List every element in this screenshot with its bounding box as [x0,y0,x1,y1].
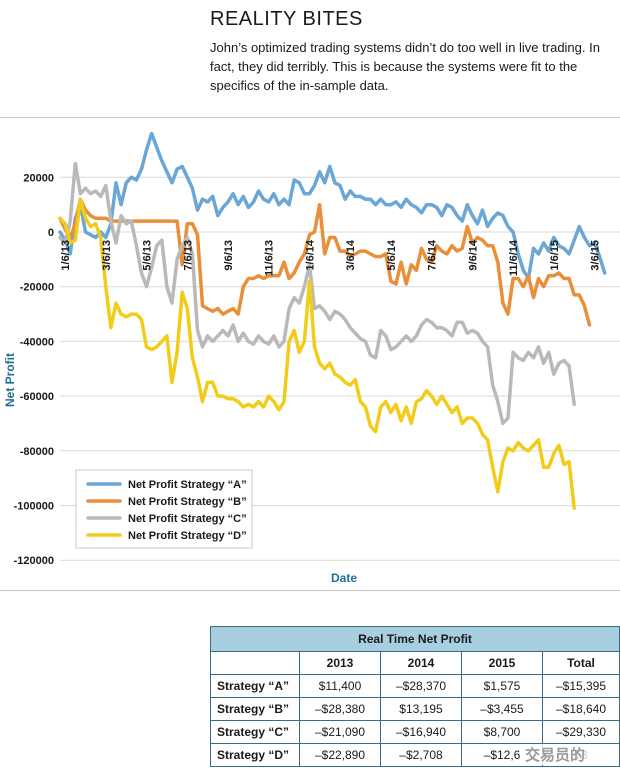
x-tick-label: 11/6/13 [264,240,276,276]
cell: –$15,395 [542,674,620,698]
x-tick-label: 5/6/13 [142,240,154,271]
table-row: Strategy “B” –$28,380 $13,195 –$3,455 –$… [210,697,620,721]
x-tick-label: 9/6/14 [467,239,479,270]
cell: –$3,455 [461,697,543,721]
net-profit-chart: 20000 0 -20000 -40000 -60000 -80000 -100000 -12… [3,131,620,585]
row-label: Strategy “B” [210,697,300,721]
y-tick-label: 0 [48,227,54,239]
page-title: REALITY BITES [210,8,363,30]
x-tick-label: 3/6/14 [345,239,357,270]
cell: –$18,640 [542,697,620,721]
y-tick-label: -20000 [20,282,54,294]
table-header-total: Total [542,651,620,675]
row-label: Strategy “D” [210,743,300,767]
x-axis-title: Date [331,571,357,585]
x-tick-label: 1/6/13 [60,240,72,271]
cell: –$21,090 [299,720,381,744]
x-tick-label: 3/6/15 [590,240,602,271]
row-label: Strategy “C” [210,720,300,744]
cell: –$28,380 [299,697,381,721]
table-caption: Real Time Net Profit [210,626,620,652]
table-row: Strategy “A” $11,400 –$28,370 $1,575 –$1… [210,674,620,698]
chart-legend: Net Profit Strategy “A” Net Profit Strate… [75,469,253,549]
series-line-d [58,197,576,510]
x-tick-label: 3/6/13 [101,240,113,271]
legend-label: Net Profit Strategy “A” [128,479,247,491]
cell: –$2,708 [380,743,462,767]
y-tick-labels: 20000 0 -20000 -40000 -60000 -80000 -100000 -12… [14,172,54,567]
series-lines [58,131,607,510]
x-tick-label: 7/6/14 [427,239,439,270]
row-label: Strategy “A” [210,674,300,698]
y-axis-title: Net Profit [3,353,17,407]
watermark: 交易员的 [522,744,589,765]
y-tick-label: -80000 [20,446,54,458]
x-tick-label: 5/6/14 [386,239,398,270]
table-row: Strategy “C” –$21,090 –$16,940 $8,700 –$… [210,720,620,744]
x-tick-label: 1/6/14 [304,239,316,270]
x-tick-label: 7/6/13 [182,240,194,271]
cell: $1,575 [461,674,543,698]
cell: $13,195 [380,697,462,721]
bottom-divider [0,590,620,591]
x-tick-label: 1/6/15 [549,240,561,271]
series-line-a [58,131,607,281]
table-header-2013: 2013 [299,651,381,675]
legend-label: Net Profit Strategy “D” [128,530,247,542]
y-tick-label: -120000 [14,555,54,567]
x-tick-label: 11/6/14 [508,239,520,276]
top-divider [0,117,620,118]
y-tick-label: -40000 [20,336,54,348]
table-header-2015: 2015 [461,651,543,675]
table-header-blank [210,651,300,675]
cell: –$12,6 [461,743,543,767]
y-tick-label: 20000 [23,172,54,184]
y-tick-label: -60000 [20,391,54,403]
cell: $11,400 [299,674,381,698]
x-tick-label: 9/6/13 [223,240,235,271]
cell: –$28,370 [380,674,462,698]
legend-label: Net Profit Strategy “B” [128,496,247,508]
y-tick-label: -100000 [14,501,54,513]
table-header-2014: 2014 [380,651,462,675]
cell: –$16,940 [380,720,462,744]
legend-label: Net Profit Strategy “C” [128,513,247,525]
series-line-c [58,161,576,426]
page-subtitle: John’s optimized trading systems didn’t … [210,40,600,93]
cell: –$29,330 [542,720,620,744]
cell: $8,700 [461,720,543,744]
series-line-b [58,197,592,327]
net-profit-table: Real Time Net Profit 2013 2014 2015 Tota… [210,626,620,767]
x-tick-labels: 1/6/13 3/6/13 5/6/13 7/6/13 9/6/13 11/6/13 1/6… [60,239,601,276]
cell: –$22,890 [299,743,381,767]
